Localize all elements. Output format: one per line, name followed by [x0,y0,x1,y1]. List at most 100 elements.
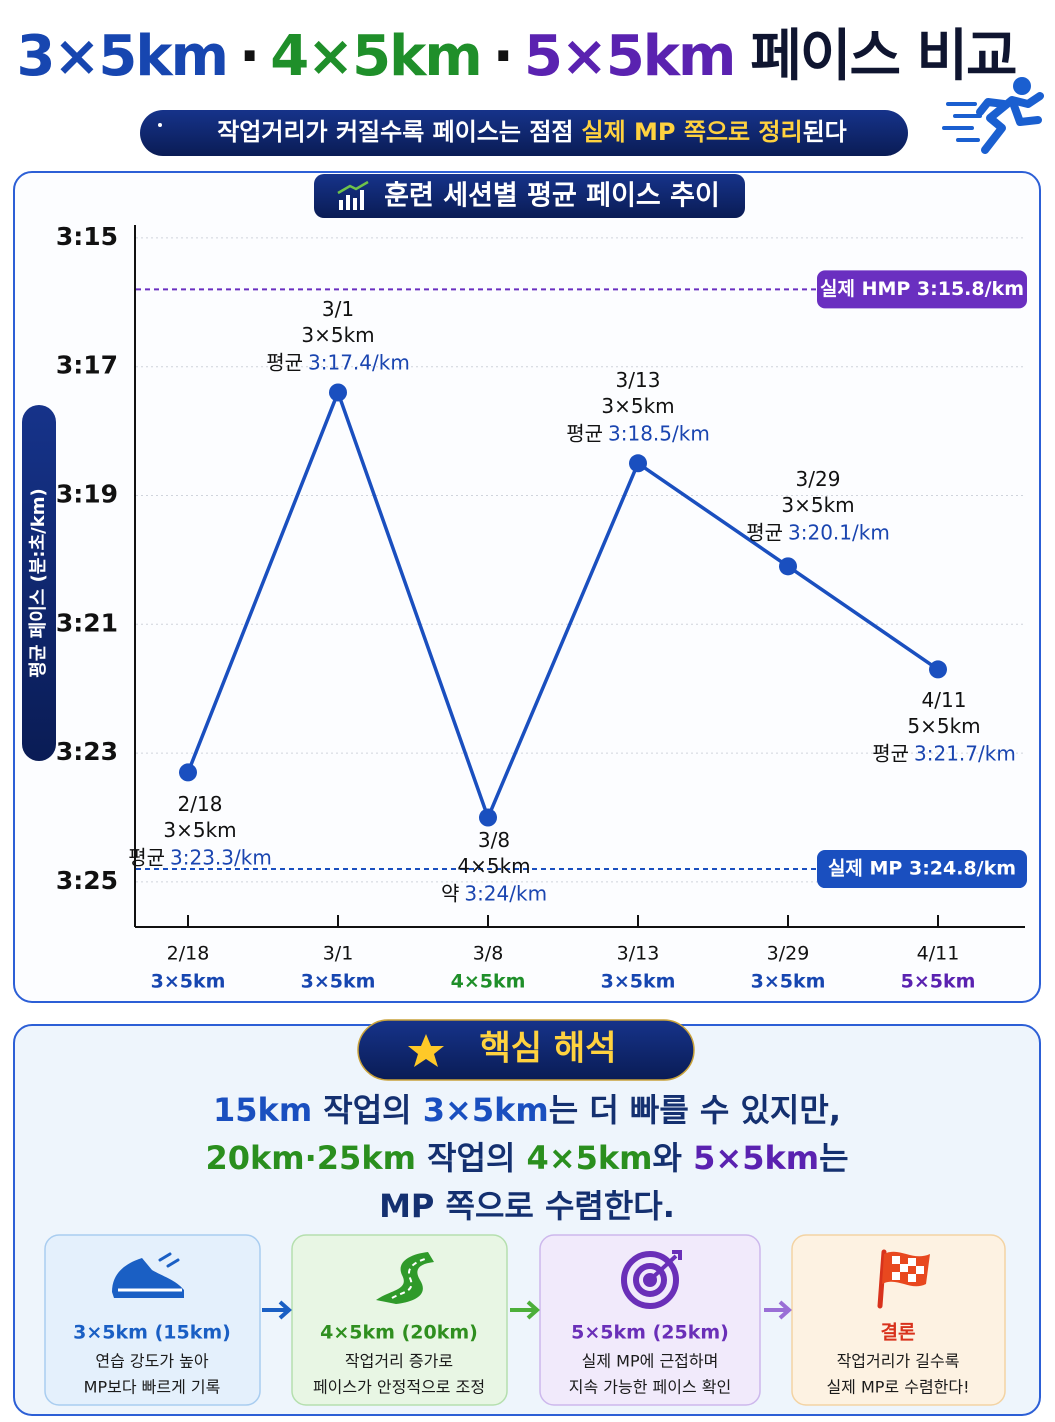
pace-point [479,808,497,827]
point-session: 4×5km [457,854,530,878]
reference-label-pill [817,270,1027,309]
point-session: 3×5km [301,323,374,347]
point-date: 3/1 [322,297,354,321]
x-session-label: 5×5km [901,971,976,993]
x-session-label: 3×5km [151,971,226,993]
summary-line-part: 20km·25km [205,1139,415,1177]
card-line: MP보다 빠르게 기록 [84,1378,221,1397]
reference-label-pill [817,850,1027,889]
road-icon [376,1252,434,1304]
summary-line-part: MP 쪽으로 수렴한다. [379,1187,675,1225]
point-value: 평균 3:18.5/km [566,421,710,445]
star-icon [408,1034,444,1067]
y-tick-label: 3:21 [56,608,118,637]
card-line: 페이스가 안정적으로 조정 [313,1378,485,1397]
point-value-label: 3:20.1/km [788,520,890,544]
chart-title: 훈련 세션별 평균 페이스 추이 [384,181,720,212]
card [791,1234,1006,1406]
summary-line-part: 4×5km [527,1139,653,1177]
point-session: 3×5km [163,818,236,842]
flow-arrow [510,1300,541,1320]
x-session-label: 4×5km [451,971,526,993]
subtitle-part: 작업거리가 커질수록 페이스는 점점 [217,118,573,146]
y-label-pill [22,405,56,761]
title-part: · [493,24,512,89]
point-value: 약 3:24/km [441,881,547,905]
flow-arrow [262,1300,293,1320]
point-date: 4/11 [922,688,967,712]
summary-line-part: 5×5km [693,1139,819,1177]
card-title: 5×5km (25km) [571,1322,729,1344]
pace-point [629,454,647,473]
card-line: 지속 가능한 페이스 확인 [569,1378,731,1397]
y-tick-label: 3:19 [56,479,118,508]
flow-arrow [764,1300,793,1320]
point-prefix: 평균 [566,421,603,445]
y-tick-label: 3:15 [56,222,118,251]
summary-line-part: 는 [819,1139,848,1177]
summary-line: 15km 작업의 3×5km는 더 빠를 수 있지만, [213,1091,841,1129]
title-part: 5×5km [524,24,734,89]
point-session: 3×5km [601,394,674,418]
pace-point [779,557,797,576]
summary-line-part: 와 [653,1139,694,1177]
subtitle-pill [140,110,908,156]
x-session-label: 3×5km [601,971,676,993]
reference-label: 실제 MP 3:24.8/km [828,858,1016,880]
shoe-icon [112,1252,184,1298]
card-title: 결론 [881,1322,916,1344]
y-tick-label: 3:17 [56,351,118,380]
x-tick-label: 3/8 [473,943,504,965]
subtitle-part: 실제 MP 쪽으로 정리 [581,118,802,146]
point-prefix: 평균 [746,520,783,544]
summary-line-part: 15km [213,1091,312,1129]
summary-line-part: 작업의 [312,1091,423,1129]
decor-dot [158,123,162,127]
point-value: 평균 3:21.7/km [872,741,1016,765]
summary-line-part: 는 더 빠를 수 있지만, [549,1091,841,1129]
point-date: 3/29 [796,467,841,491]
title-part: 3×5km [16,24,226,89]
x-tick-label: 2/18 [167,943,210,965]
chart-title-pill [314,174,745,218]
pace-point [179,763,197,782]
point-prefix: 평균 [872,741,909,765]
card-title: 4×5km (20km) [320,1322,478,1344]
x-tick-label: 3/1 [323,943,354,965]
summary-line-part: 작업의 [416,1139,527,1177]
point-value: 평균 3:23.3/km [128,845,272,869]
card-line: 작업거리 증가로 [345,1352,453,1371]
summary-line: MP 쪽으로 수렴한다. [379,1187,675,1225]
point-value: 평균 3:20.1/km [746,520,890,544]
point-value-label: 3:24/km [464,881,547,905]
card-line: 실제 MP로 수렴한다! [826,1378,969,1397]
point-session: 5×5km [907,714,980,738]
x-tick-label: 4/11 [917,943,960,965]
point-value-label: 3:21.7/km [914,741,1016,765]
point-value-label: 3:18.5/km [608,421,710,445]
pace-line [186,390,939,820]
point-date: 3/13 [616,368,661,392]
point-date: 3/8 [478,828,510,852]
card [44,1234,261,1406]
y-axis-label: 평균 페이스 (분:초/km) [28,488,49,677]
flag-icon [877,1249,930,1309]
point-session: 3×5km [781,493,854,517]
title-part: 페이스 비교 [750,24,1016,89]
point-prefix: 평균 [128,845,165,869]
card-title: 3×5km (15km) [73,1322,231,1344]
x-tick-label: 3/29 [767,943,810,965]
summary-line: 20km·25km 작업의 4×5km와 5×5km는 [205,1139,848,1177]
card-line: 연습 강도가 높아 [95,1352,208,1371]
summary-line-part: 3×5km [423,1091,549,1129]
card-line: 작업거리가 길수록 [837,1352,960,1371]
chart-panel [13,171,1041,1003]
y-tick-label: 3:25 [56,866,118,895]
x-session-label: 3×5km [301,971,376,993]
title-part: 4×5km [270,24,480,89]
point-value-label: 3:23.3/km [170,845,272,869]
card-line: 실제 MP에 근접하며 [582,1352,719,1371]
